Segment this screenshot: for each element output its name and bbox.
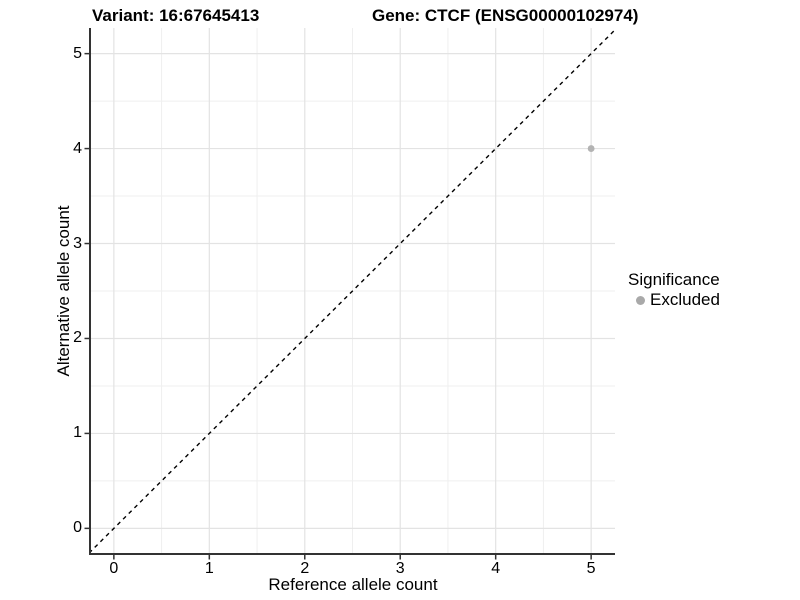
legend-title: Significance	[628, 270, 720, 289]
x-tick-label: 0	[109, 560, 119, 577]
legend: Significance Excluded	[628, 270, 720, 310]
x-tick-label: 1	[204, 560, 214, 577]
gene-title: Gene: CTCF (ENSG00000102974)	[372, 6, 639, 25]
data-point	[587, 145, 595, 152]
legend-entry-label: Excluded	[650, 290, 720, 309]
x-tick-label: 2	[300, 560, 310, 577]
x-tick-label: 5	[586, 560, 596, 577]
y-tick-label: 2	[73, 329, 82, 347]
x-axis-title: Reference allele count	[268, 575, 438, 594]
x-tick-label: 4	[491, 560, 501, 577]
variant-title: Variant: 16:67645413	[92, 6, 260, 25]
x-tick-label: 3	[395, 560, 405, 577]
y-tick-label: 4	[73, 139, 82, 157]
legend-key-dot-icon	[636, 295, 645, 305]
legend-entry-excluded: Excluded	[628, 290, 720, 310]
identity-dashed-line	[90, 28, 615, 554]
y-tick-label: 1	[73, 424, 82, 442]
y-tick-label: 0	[73, 519, 82, 537]
y-axis-title: Alternative allele count	[54, 205, 73, 377]
y-tick-label: 5	[73, 44, 82, 62]
y-tick-label: 3	[73, 234, 82, 252]
